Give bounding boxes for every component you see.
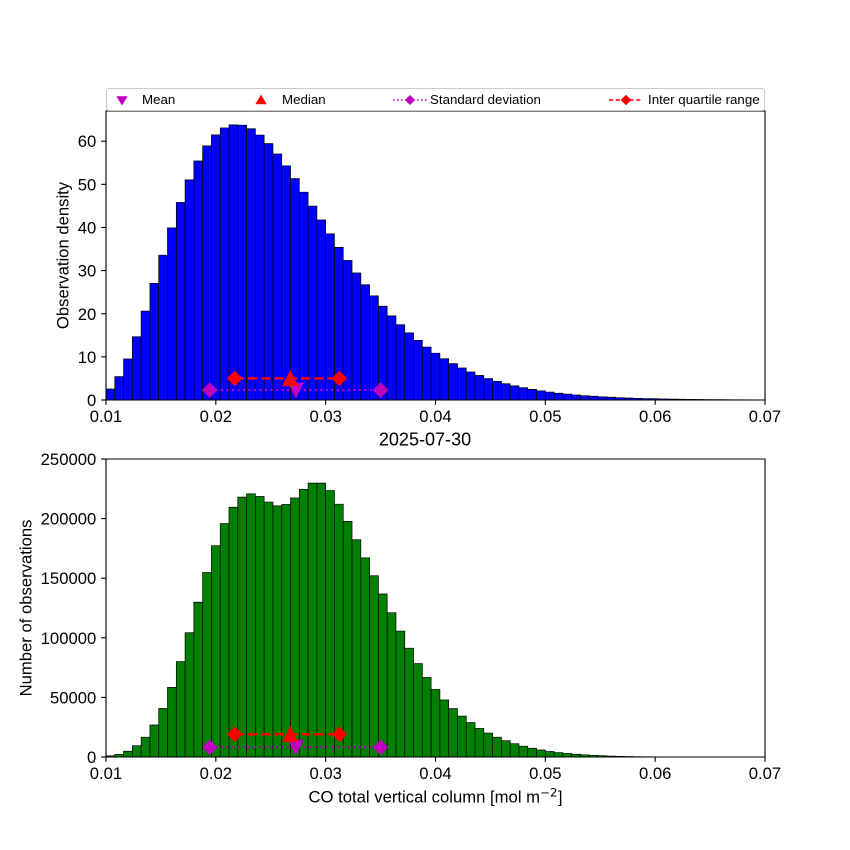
- svg-text:20: 20: [78, 305, 97, 324]
- svg-text:60: 60: [78, 132, 97, 151]
- svg-text:Number of observations: Number of observations: [17, 520, 36, 697]
- svg-text:0.07: 0.07: [749, 407, 781, 426]
- svg-text:0.06: 0.06: [639, 764, 671, 783]
- svg-text:0.05: 0.05: [529, 407, 561, 426]
- svg-text:0: 0: [87, 391, 96, 410]
- svg-text:150000: 150000: [41, 569, 97, 588]
- svg-text:0.04: 0.04: [419, 407, 451, 426]
- svg-text:0.07: 0.07: [749, 764, 781, 783]
- svg-text:50000: 50000: [50, 688, 96, 707]
- svg-text:30: 30: [78, 262, 97, 281]
- svg-text:0.03: 0.03: [309, 764, 341, 783]
- svg-text:0: 0: [87, 748, 96, 767]
- svg-text:200000: 200000: [41, 510, 97, 529]
- svg-text:250000: 250000: [41, 450, 97, 469]
- svg-text:10: 10: [78, 348, 97, 367]
- svg-text:Observation density: Observation density: [54, 181, 73, 329]
- svg-text:40: 40: [78, 219, 97, 238]
- svg-text:0.03: 0.03: [309, 407, 341, 426]
- svg-text:0.02: 0.02: [200, 764, 232, 783]
- svg-text:2025-07-30: 2025-07-30: [379, 430, 471, 450]
- svg-text:0.05: 0.05: [529, 764, 561, 783]
- svg-text:0.02: 0.02: [200, 407, 232, 426]
- svg-text:100000: 100000: [41, 629, 97, 648]
- svg-text:0.06: 0.06: [639, 407, 671, 426]
- svg-text:0.04: 0.04: [419, 764, 451, 783]
- svg-text:50: 50: [78, 175, 97, 194]
